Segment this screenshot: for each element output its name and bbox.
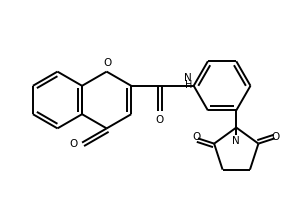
Text: O: O (155, 115, 164, 125)
Text: N: N (232, 136, 240, 146)
Text: O: O (103, 58, 112, 68)
Text: O: O (193, 132, 201, 142)
Text: N: N (184, 73, 191, 83)
Text: O: O (272, 132, 280, 142)
Text: O: O (70, 139, 78, 149)
Text: H: H (185, 80, 192, 90)
